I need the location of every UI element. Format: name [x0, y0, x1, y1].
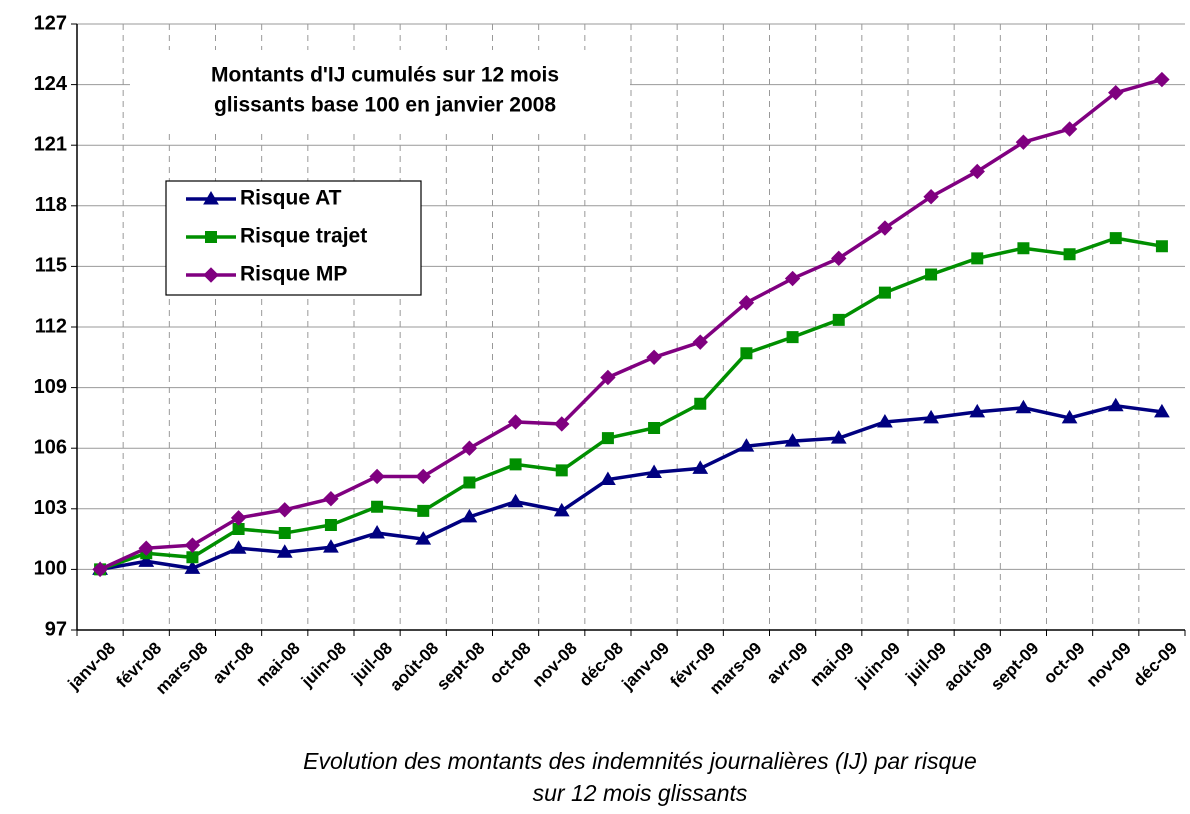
marker	[203, 267, 219, 283]
marker	[277, 502, 293, 518]
y-tick-label: 109	[34, 376, 67, 398]
marker	[276, 544, 293, 558]
marker	[830, 430, 847, 444]
marker	[509, 458, 522, 471]
marker	[831, 250, 847, 267]
marker	[646, 464, 662, 478]
marker	[877, 220, 893, 236]
legend-label: Risque MP	[240, 263, 347, 286]
marker	[648, 422, 661, 434]
marker	[507, 414, 524, 430]
marker	[692, 460, 709, 474]
caption: Evolution des montants des indemnités jo…	[303, 748, 977, 774]
marker	[969, 403, 986, 418]
marker	[324, 518, 337, 531]
marker	[461, 440, 478, 456]
y-tick-label: 112	[35, 315, 67, 337]
marker	[415, 468, 431, 485]
y-tick-label: 100	[34, 558, 67, 580]
caption: sur 12 mois glissants	[533, 780, 748, 806]
marker	[138, 540, 154, 556]
marker	[138, 553, 155, 567]
marker	[205, 231, 217, 243]
marker	[371, 500, 384, 513]
chart-title: glissants base 100 en janvier 2008	[214, 94, 556, 117]
marker	[694, 397, 707, 410]
marker	[186, 551, 199, 564]
marker	[369, 525, 385, 539]
marker	[415, 531, 432, 545]
marker	[323, 490, 339, 507]
y-tick-label: 124	[34, 73, 68, 95]
marker	[784, 433, 801, 447]
marker	[1154, 403, 1170, 418]
marker	[1107, 397, 1124, 412]
marker	[554, 416, 570, 432]
y-tick-label: 118	[35, 194, 67, 216]
marker	[369, 468, 385, 485]
legend-items: Risque AT Risque trajet Risque MP	[186, 187, 367, 286]
marker	[203, 191, 219, 205]
marker	[1015, 399, 1032, 414]
marker	[923, 409, 939, 424]
marker	[923, 189, 939, 205]
marker	[553, 502, 570, 517]
marker	[646, 349, 662, 366]
marker	[507, 493, 524, 508]
marker	[971, 252, 984, 265]
marker	[1061, 409, 1078, 424]
marker	[92, 561, 108, 578]
marker	[1063, 248, 1076, 261]
marker	[1108, 84, 1124, 101]
title-box	[130, 50, 630, 130]
marker	[184, 560, 201, 574]
marker	[1155, 240, 1168, 253]
marker	[1017, 242, 1030, 255]
marker	[323, 539, 339, 553]
y-tick-label: 127	[34, 12, 67, 34]
series-line	[99, 404, 1163, 572]
chart-title: Montants d'IJ cumulés sur 12 mois	[211, 64, 559, 87]
marker	[278, 527, 291, 540]
y-tick-label: 106	[34, 436, 67, 458]
series-line	[99, 77, 1163, 571]
marker	[1109, 232, 1122, 245]
legend-label: Risque trajet	[240, 225, 367, 248]
marker	[600, 369, 616, 386]
marker	[230, 540, 247, 554]
marker	[461, 508, 478, 523]
marker	[925, 268, 938, 281]
y-tick-label: 121	[34, 133, 67, 155]
marker	[1061, 121, 1078, 137]
lines	[92, 71, 1170, 578]
marker	[600, 471, 616, 486]
series-line	[99, 236, 1163, 572]
marker	[463, 476, 476, 489]
marker	[786, 331, 799, 344]
marker	[784, 270, 801, 287]
y-tick-label: 115	[35, 255, 67, 277]
marker	[740, 347, 753, 360]
y-tick-label: 103	[34, 497, 67, 519]
marker	[878, 286, 891, 299]
marker	[230, 510, 247, 526]
marker	[692, 334, 708, 350]
marker	[555, 464, 568, 477]
marker	[1154, 71, 1170, 88]
y-tick-label: 97	[45, 618, 67, 640]
legend-label: Risque AT	[240, 187, 342, 210]
marker	[184, 537, 201, 553]
marker	[417, 504, 430, 517]
marker	[832, 313, 845, 326]
marker	[1015, 134, 1032, 150]
marker	[969, 163, 985, 180]
marker	[738, 438, 755, 452]
marker	[877, 413, 893, 428]
marker	[738, 295, 755, 311]
marker	[601, 432, 614, 445]
